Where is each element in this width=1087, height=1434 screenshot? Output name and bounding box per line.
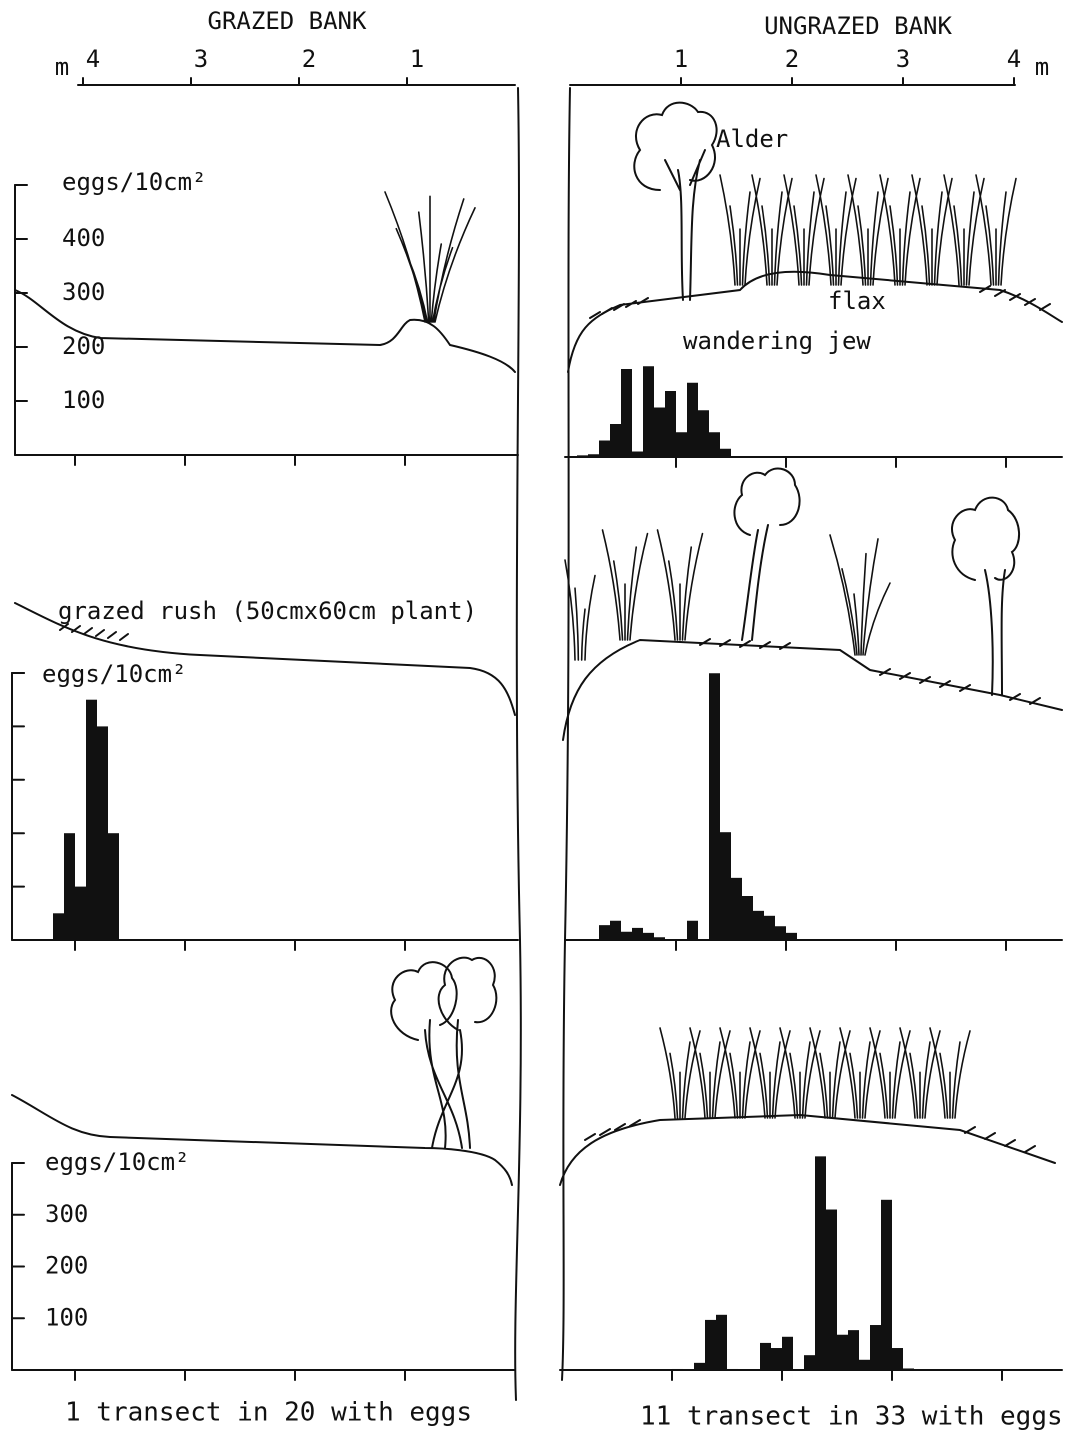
bar	[720, 449, 731, 457]
divider	[515, 88, 521, 1400]
bar	[676, 432, 687, 457]
annotation: wandering jew	[683, 327, 871, 355]
bar	[709, 432, 720, 457]
scale-tick-label: 2	[785, 45, 799, 73]
bar	[859, 1360, 870, 1370]
figure: GRAZED BANK UNGRAZED BANK m m 4 3 2 1 1 2 3 4 eg…	[0, 0, 1087, 1434]
bar	[694, 1363, 705, 1370]
bar	[687, 383, 698, 457]
bar	[53, 913, 64, 940]
bar	[892, 1348, 903, 1370]
bar	[75, 887, 86, 940]
y-tick-label: 300	[45, 1200, 88, 1228]
y-tick-label: 100	[45, 1303, 88, 1331]
bar	[643, 366, 654, 457]
bar	[815, 1156, 826, 1370]
groundcover	[60, 286, 1050, 1152]
ungrazed-title: UNGRAZED BANK	[764, 12, 952, 40]
unit-label: m	[1035, 53, 1049, 81]
bank-profile	[563, 640, 1062, 740]
scale-tick-label: 4	[86, 45, 100, 73]
caption: 1 transect in 20 with eggs	[65, 1398, 472, 1428]
bar	[86, 700, 97, 940]
y-tick-label: 200	[62, 332, 105, 360]
tree	[734, 468, 799, 640]
bar	[753, 911, 764, 940]
bar	[687, 921, 698, 940]
bar	[903, 1368, 914, 1370]
bar	[870, 1325, 881, 1370]
scale-tick-label: 3	[896, 45, 910, 73]
plant	[565, 560, 595, 660]
bar	[577, 455, 588, 457]
tree	[952, 498, 1019, 695]
plant	[603, 530, 648, 640]
bar	[760, 1343, 771, 1370]
bar	[709, 673, 720, 940]
bar	[621, 932, 632, 940]
bar	[764, 916, 775, 940]
scale-tick-label: 3	[194, 45, 208, 73]
y-axis-label: eggs/10cm²	[45, 1148, 190, 1176]
bar	[742, 896, 753, 940]
bar	[588, 454, 599, 457]
y-tick-label: 300	[62, 278, 105, 306]
bar	[804, 1355, 815, 1370]
bar	[716, 1315, 727, 1370]
bar	[654, 937, 665, 940]
bar	[705, 1320, 716, 1370]
bar	[848, 1330, 859, 1370]
y-axis-label: eggs/10cm²	[42, 660, 187, 688]
bar	[672, 1369, 683, 1370]
bar	[610, 424, 621, 457]
bar	[782, 1337, 793, 1370]
scale-tick-label: 1	[410, 45, 424, 73]
bar	[881, 1200, 892, 1370]
annotation: Alder	[716, 125, 788, 153]
plant	[385, 192, 475, 322]
bar	[632, 928, 643, 940]
bar	[775, 926, 786, 940]
y-tick-label: 400	[62, 224, 105, 252]
tree	[634, 103, 716, 300]
tree	[391, 958, 496, 1148]
bar	[837, 1335, 848, 1370]
plant	[658, 530, 703, 640]
bank-profile	[560, 1115, 1055, 1185]
bar	[727, 1369, 738, 1370]
y-axis-label: eggs/10cm²	[62, 168, 207, 196]
bar	[665, 391, 676, 457]
bar	[599, 925, 610, 940]
scale-tick-label: 1	[674, 45, 688, 73]
bar	[786, 933, 797, 940]
bar	[599, 441, 610, 458]
plant	[720, 175, 760, 285]
annotation: flax	[828, 287, 886, 315]
bar	[632, 452, 643, 458]
scale-tick-label: 4	[1007, 45, 1021, 73]
unit-label: m	[55, 53, 69, 81]
bar	[826, 1210, 837, 1370]
annotation: grazed rush (50cmx60cm plant)	[58, 597, 477, 625]
bar	[654, 408, 665, 458]
bar	[731, 878, 742, 940]
y-tick-label: 100	[62, 386, 105, 414]
caption: 11 transect in 33 with eggs	[640, 1402, 1063, 1432]
plant	[830, 535, 890, 655]
bar	[621, 369, 632, 457]
bar	[97, 726, 108, 940]
grazed-title: GRAZED BANK	[208, 7, 367, 35]
y-tick-label: 200	[45, 1252, 88, 1280]
bar	[643, 933, 654, 940]
plant	[930, 1028, 970, 1118]
bar	[720, 832, 731, 940]
bar	[610, 921, 621, 940]
bar	[108, 833, 119, 940]
scale-tick-label: 2	[302, 45, 316, 73]
bar	[698, 410, 709, 457]
bar	[771, 1348, 782, 1370]
bar	[64, 833, 75, 940]
